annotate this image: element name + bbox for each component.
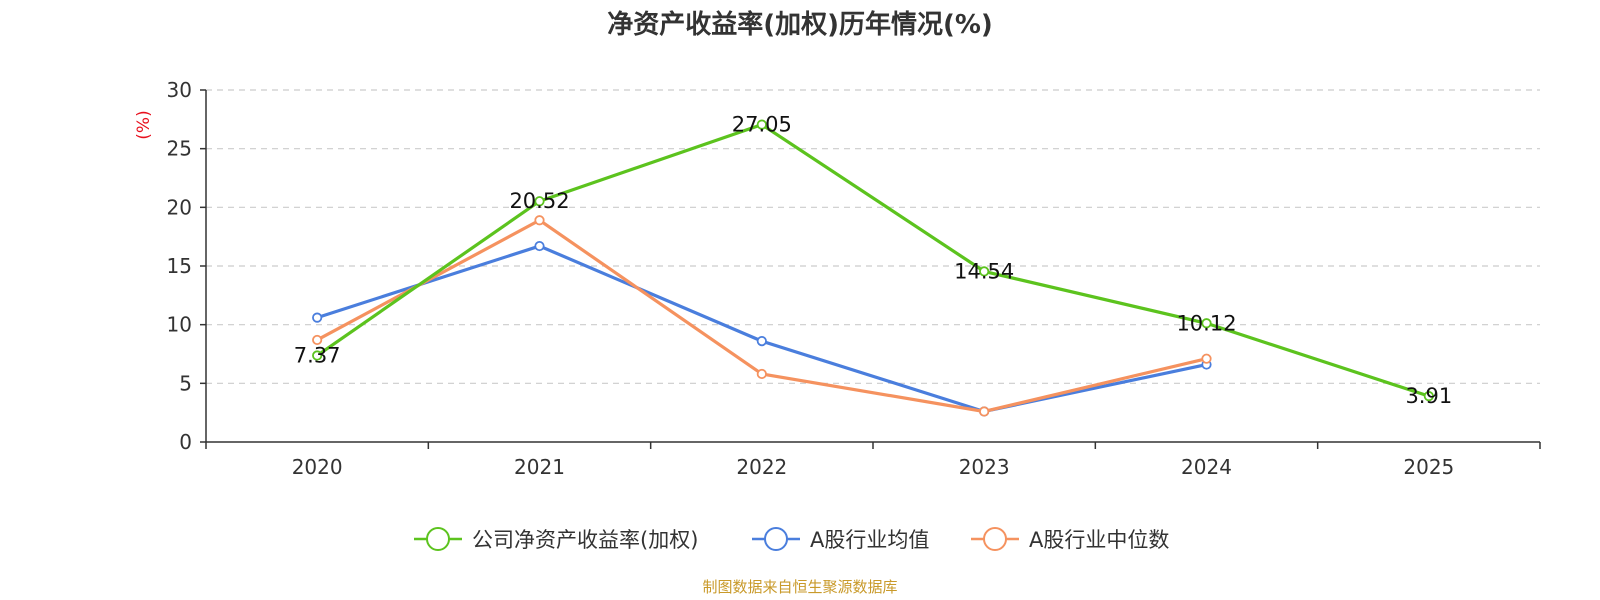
y-tick-label: 10 bbox=[167, 313, 192, 337]
y-tick-label: 25 bbox=[167, 137, 192, 161]
legend-marker bbox=[426, 527, 450, 551]
legend-label: A股行业中位数 bbox=[1029, 528, 1169, 552]
legend-item: 公司净资产收益率(加权) bbox=[414, 527, 698, 552]
series-line bbox=[316, 244, 1207, 414]
data-label: 7.37 bbox=[294, 344, 341, 368]
data-point bbox=[534, 215, 545, 226]
data-point bbox=[534, 240, 545, 252]
data-point bbox=[534, 196, 545, 207]
series-0 bbox=[312, 119, 1434, 402]
series-2 bbox=[312, 215, 1212, 417]
data-label: 27.05 bbox=[732, 113, 792, 137]
data-point bbox=[979, 266, 990, 277]
data-label: 10.12 bbox=[1176, 311, 1236, 335]
data-label: 20.52 bbox=[509, 189, 569, 213]
data-point bbox=[312, 334, 323, 346]
source-note: 制图数据来自恒生聚源数据库 bbox=[702, 578, 897, 596]
x-tick-label: 2020 bbox=[292, 455, 343, 479]
data-point bbox=[1201, 353, 1212, 364]
x-tick-label: 2021 bbox=[514, 455, 565, 479]
legend-label: 公司净资产收益率(加权) bbox=[472, 528, 698, 552]
data-point bbox=[756, 119, 767, 130]
legend: 公司净资产收益率(加权) A股行业均值 A股行业中位数 bbox=[414, 527, 1169, 552]
x-tick-label: 2022 bbox=[736, 455, 787, 479]
legend-marker bbox=[983, 527, 1007, 551]
x-tick-label: 2024 bbox=[1181, 455, 1232, 479]
data-label: 14.54 bbox=[954, 259, 1014, 283]
data-point bbox=[979, 406, 990, 417]
y-axis-label: (%) bbox=[134, 110, 154, 139]
y-tick-label: 0 bbox=[179, 430, 192, 454]
y-tick-label: 20 bbox=[167, 195, 192, 219]
grid-lines bbox=[206, 89, 1540, 384]
series-lines bbox=[312, 119, 1434, 417]
legend-label: A股行业均值 bbox=[810, 528, 929, 552]
data-label: 3.91 bbox=[1405, 384, 1452, 408]
y-tick-label: 15 bbox=[167, 254, 192, 278]
data-point bbox=[1201, 318, 1212, 329]
legend-item: A股行业中位数 bbox=[971, 527, 1169, 552]
y-tick-label: 30 bbox=[167, 78, 192, 102]
chart-title: 净资产收益率(加权)历年情况(%) bbox=[607, 9, 993, 40]
data-point bbox=[312, 312, 323, 323]
data-labels: 7.37 20.52 27.05 14.54 10.12 3.91 bbox=[294, 113, 1452, 409]
x-tick-label: 2023 bbox=[959, 455, 1010, 479]
y-tick-label: 5 bbox=[179, 371, 192, 395]
series-line bbox=[316, 123, 1430, 398]
data-point bbox=[1423, 391, 1434, 402]
legend-item: A股行业均值 bbox=[752, 527, 929, 552]
data-point bbox=[756, 335, 767, 347]
data-point bbox=[312, 350, 323, 361]
legend-marker bbox=[764, 527, 788, 551]
x-tick-label: 2025 bbox=[1403, 455, 1454, 479]
data-point bbox=[756, 368, 767, 380]
